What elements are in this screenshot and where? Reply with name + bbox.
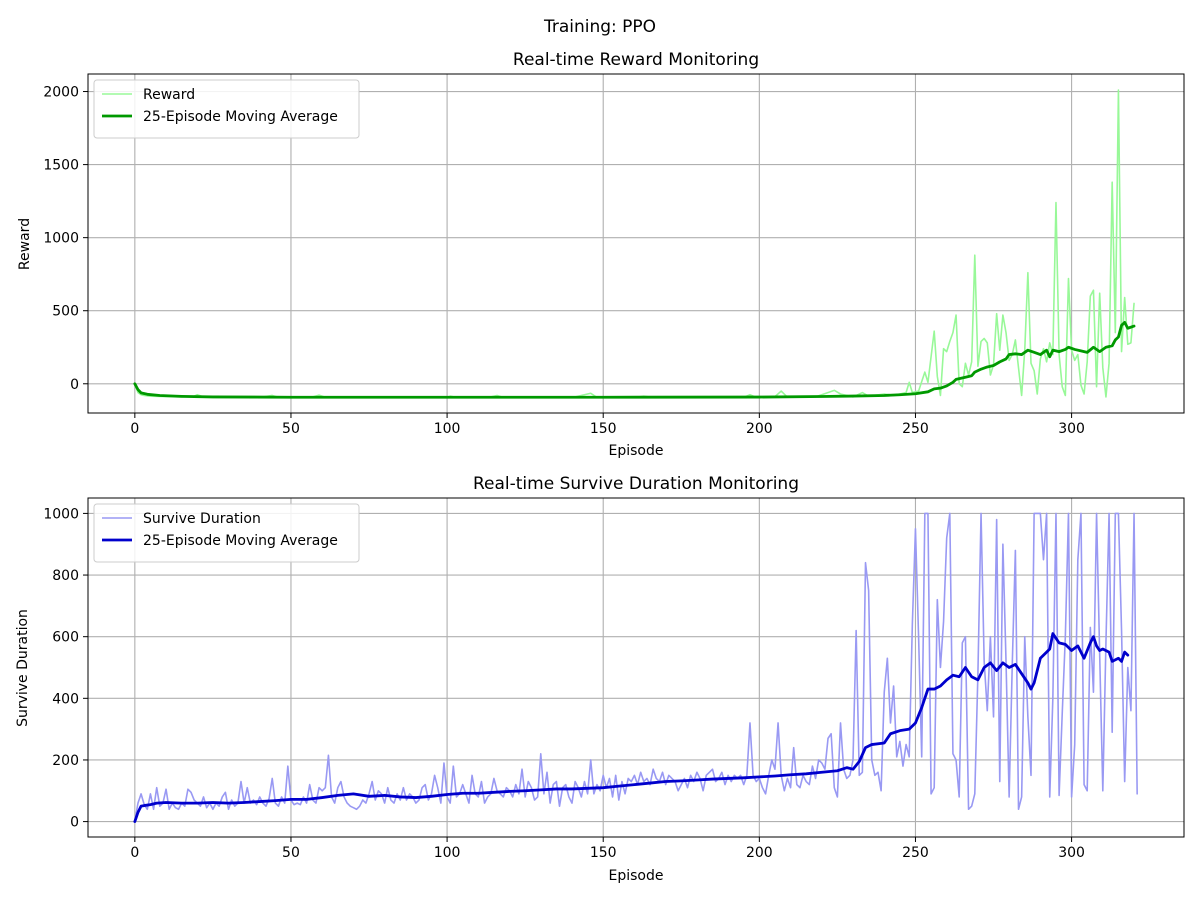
reward-chart: Real-time Reward Monitoring Episode Rewa… (17, 50, 1185, 459)
reward-x-axis-label: Episode (609, 443, 664, 459)
survive-y-tick-label: 600 (52, 630, 79, 646)
reward-legend-label: Reward (143, 87, 195, 103)
survive-x-axis-label: Episode (609, 868, 664, 884)
reward-y-tick-label: 0 (70, 377, 79, 393)
reward-y-tick-label: 500 (52, 304, 79, 320)
reward-x-tick-label: 0 (130, 421, 139, 437)
reward-legend-label: 25-Episode Moving Average (143, 109, 338, 125)
survive-x-tick-label: 50 (282, 845, 300, 861)
survive-y-tick-label: 400 (52, 691, 79, 707)
reward-legend-box (93, 79, 360, 139)
survive-plot-frame (87, 497, 1185, 838)
survive-y-tick-label: 200 (52, 753, 79, 769)
survive-legend: Survive Duration 25-Episode Moving Averag… (93, 503, 360, 563)
reward-y-tick-label: 1500 (43, 158, 79, 174)
reward-chart-title: Real-time Reward Monitoring (513, 50, 759, 70)
survive-x-tick-label: 100 (434, 845, 461, 861)
survive-x-tick-label: 150 (590, 845, 617, 861)
survive-chart-title: Real-time Survive Duration Monitoring (473, 474, 799, 494)
reward-x-tick-label: 50 (282, 421, 300, 437)
survive-x-tick-label: 0 (130, 845, 139, 861)
survive-series-line-moving-average (133, 632, 1130, 823)
survive-x-tick-label: 250 (902, 845, 929, 861)
survive-legend-label: Survive Duration (143, 511, 261, 527)
reward-series-line-moving-average (133, 321, 1136, 399)
survive-y-tick-label: 0 (70, 815, 79, 831)
reward-x-tick-label: 200 (746, 421, 773, 437)
survive-x-tick-label: 200 (746, 845, 773, 861)
reward-plot-frame (87, 73, 1185, 414)
survive-legend-box (93, 503, 360, 563)
reward-y-tick-label: 2000 (43, 85, 79, 101)
reward-legend: Reward 25-Episode Moving Average (93, 79, 360, 139)
survive-y-tick-label: 1000 (43, 506, 79, 522)
reward-y-axis-label: Reward (17, 218, 33, 270)
survive-x-tick-label: 300 (1058, 845, 1085, 861)
reward-x-tick-label: 250 (902, 421, 929, 437)
reward-x-tick-label: 300 (1058, 421, 1085, 437)
survive-y-tick-label: 800 (52, 568, 79, 584)
survive-y-axis-label: Survive Duration (15, 609, 31, 727)
figure-suptitle: Training: PPO (543, 17, 656, 37)
survive-duration-chart: Real-time Survive Duration Monitoring Ep… (15, 474, 1185, 884)
survive-legend-label: 25-Episode Moving Average (143, 533, 338, 549)
reward-x-tick-label: 100 (434, 421, 461, 437)
reward-y-tick-label: 1000 (43, 231, 79, 247)
reward-x-tick-label: 150 (590, 421, 617, 437)
